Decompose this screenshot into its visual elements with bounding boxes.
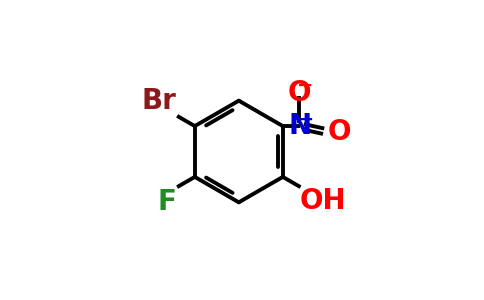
Text: OH: OH	[300, 187, 347, 215]
Text: −: −	[297, 76, 314, 95]
Text: F: F	[158, 188, 177, 217]
Text: O: O	[328, 118, 351, 146]
Text: +: +	[299, 111, 314, 129]
Text: N: N	[288, 112, 312, 140]
Text: O: O	[287, 79, 311, 106]
Text: Br: Br	[142, 86, 177, 115]
